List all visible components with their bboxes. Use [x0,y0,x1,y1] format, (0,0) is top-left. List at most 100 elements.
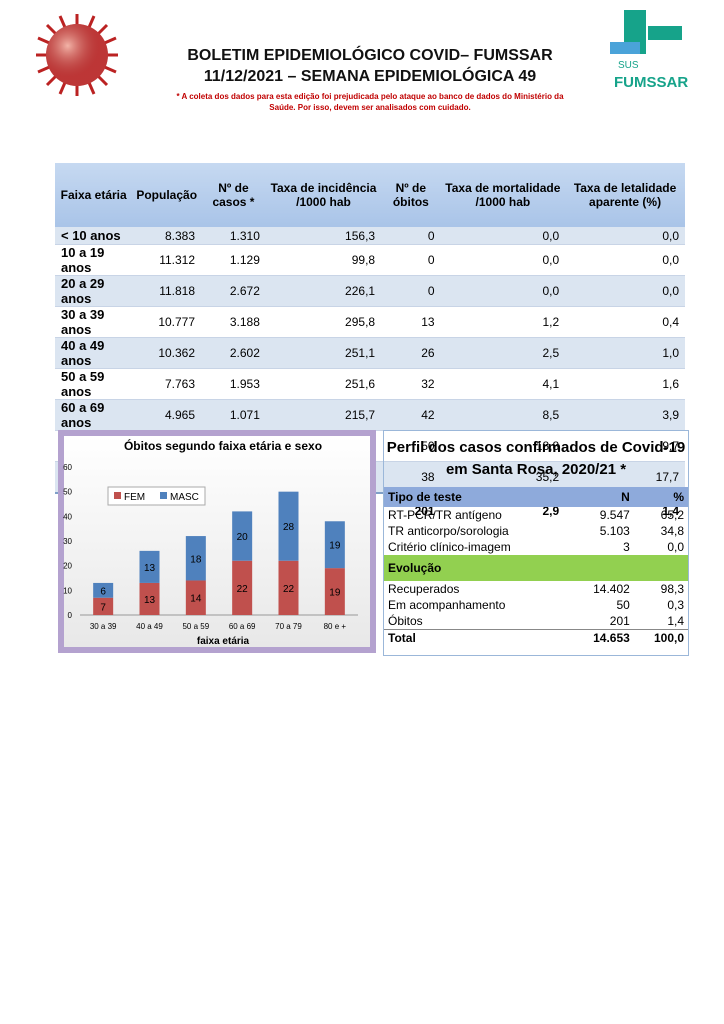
x-tick-label: 30 a 39 [90,622,117,631]
bar-segment [278,560,299,615]
table-cell: 2,5 [440,337,566,369]
bar-segment [185,536,206,581]
profile-panel: Perfil dos casos confirmados de Covid-19… [383,430,689,656]
bar-segment [232,511,253,561]
x-tick-label: 40 a 49 [136,622,163,631]
logo-text: SUS [618,60,639,71]
title: BOLETIM EPIDEMIOLÓGICO COVID– FUMSSAR 11… [150,45,590,87]
table-row: 30 a 39 anos 10.777 3.188 295,8 13 1,2 0,4 [55,306,685,338]
column-header: População [132,163,202,227]
table-cell: 14.653 [570,629,634,646]
table-cell: 32 [381,368,441,400]
table-cell: 50 [616,598,630,612]
table-cell: 2.602 [201,337,266,369]
table-cell: 9,7 [565,430,685,462]
bar-segment [324,521,345,569]
x-tick-label: 50 a 59 [182,622,209,631]
table-row: 40 a 49 anos 10.362 2.602 251,1 26 2,5 1,0 [55,337,685,369]
table-cell: 10.362 [132,337,202,369]
header-row: Faixa etária População Nº de casos * Taxa d… [55,163,685,227]
data-label: 19 [329,588,341,599]
table-cell: 18,8 [440,430,566,462]
table-cell: 1.310 [201,227,266,245]
y-tick-label: 10 [63,586,72,595]
title-line: 11/12/2021 – SEMANA EPIDEMIOLÓGICA 49 [203,68,537,85]
y-tick-label: 30 [63,537,72,546]
chart-box: Óbitos segundo faixa etária e sexo faixa… [58,430,376,653]
chart: Óbitos segundo faixa etária e sexo faixa… [58,430,376,653]
legend-box [107,486,206,506]
table-cell: 0 [381,244,441,276]
table-cell: 99,8 [265,244,382,276]
column-header: Taxa de incidência /1000 hab [265,163,382,227]
table-cell: 0,0 [565,244,685,276]
y-tick-label: 20 [63,562,72,571]
table-cell: 14.402 [593,582,630,596]
data-label: 22 [237,584,249,595]
table-cell: RT-PCR/TR antígeno [388,508,502,522]
bar-segment [93,582,114,598]
data-label: 18 [190,554,202,565]
table-cell: 30 a 39 anos [55,306,133,338]
table-row: 10 a 19 anos 11.312 1.129 99,8 0 0,0 0,0 [55,244,685,276]
table-cell: 42 [381,399,441,431]
logo-text: FUMSSAR [614,74,688,91]
table-cell: N [570,487,634,507]
table-cell: 11.312 [132,244,202,276]
data-label: 28 [283,522,295,533]
y-tick-label: 50 [63,488,72,497]
data-label: 19 [329,541,341,552]
header-row: Tipo de teste N% [384,487,688,507]
logo: SUS FUMSSAR [610,10,688,91]
table-cell: TR anticorpo/sorologia [388,524,509,538]
x-tick-label: 70 a 79 [275,622,302,631]
table-cell: 11.818 [132,275,202,307]
table-cell: 1,4 [667,614,684,628]
table-cell: 251,6 [265,368,382,400]
table-cell: 4,1 [440,368,566,400]
table-cell: 1.129 [201,244,266,276]
data-label: 13 [144,595,156,606]
table-row: Recuperados 14.402 98,3 [384,581,688,597]
table-cell: 13 [381,306,441,338]
table-cell: 156,3 [265,227,382,245]
table-cell: 50 [381,430,441,462]
table-cell: < 10 anos [55,227,133,245]
table-cell: 3 [623,540,630,554]
table-cell: 215,7 [265,399,382,431]
table-cell: 8.383 [132,227,202,245]
table-cell: 50 a 59 anos [55,368,133,400]
table-cell: 9.547 [599,508,630,522]
section-label: Evolução [384,555,688,581]
table-cell: 2.672 [201,275,266,307]
legend-label: FEM [124,492,145,503]
table-cell: 3,9 [565,399,685,431]
legend-label: MASC [170,492,199,503]
total-row: Total 14.653 100,0 [384,629,688,646]
table-cell: 0,0 [565,275,685,307]
table-cell: 0,0 [565,227,685,245]
table-row: Critério clínico-imagem 3 0,0 [384,539,688,555]
table-cell: Recuperados [388,582,460,596]
title-line: BOLETIM EPIDEMIOLÓGICO COVID– FUMSSAR [187,47,553,64]
chart-title: Óbitos segundo faixa etária e sexo [124,438,322,453]
table-cell: Em acompanhamento [388,598,506,612]
data-label: 14 [190,594,202,605]
table-cell: 201 [609,614,630,628]
bar-segment [139,550,160,583]
table-cell: 1,6 [565,368,685,400]
bar-segment [139,582,160,615]
table-cell: 40 a 49 anos [55,337,133,369]
table-cell: 0 [381,275,441,307]
table-cell: 34,8 [660,524,684,538]
note: * A coleta dos dados para esta edição fo… [176,92,564,112]
y-tick-label: 60 [63,463,72,472]
table-cell: 0,0 [440,244,566,276]
table-cell: Tipo de teste [384,487,571,507]
table-cell: % [633,487,688,507]
table-cell: 100,0 [633,629,688,646]
x-axis-label: faixa etária [197,636,250,647]
table-cell: Critério clínico-imagem [388,540,511,554]
y-tick-label: 0 [68,611,73,620]
